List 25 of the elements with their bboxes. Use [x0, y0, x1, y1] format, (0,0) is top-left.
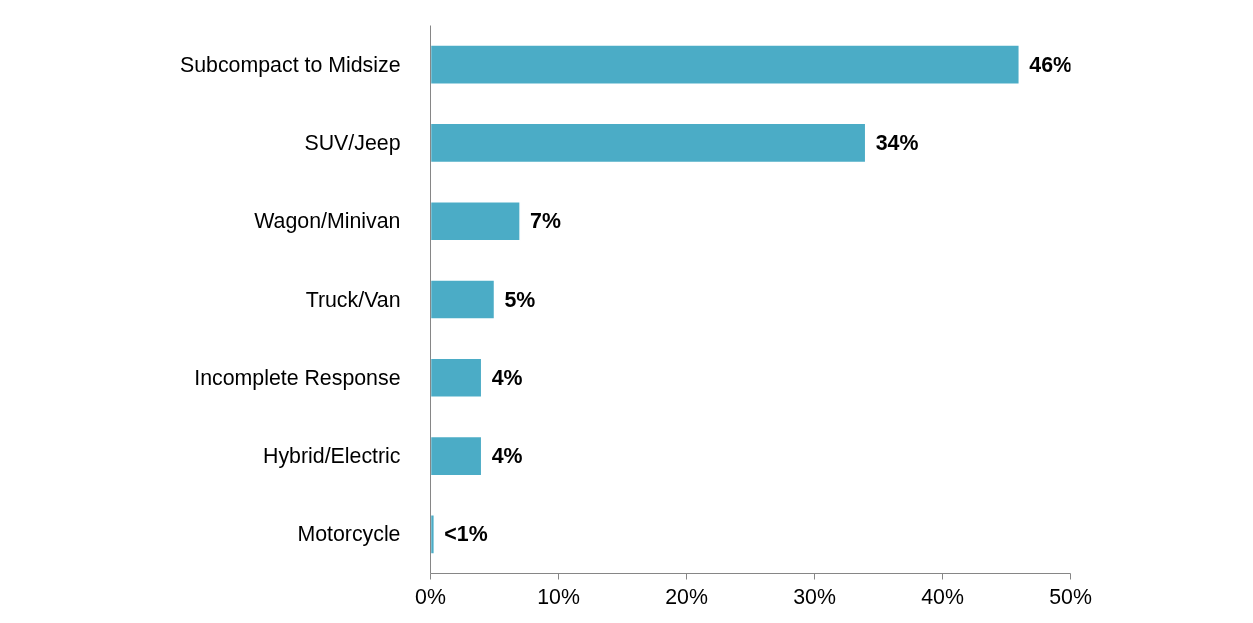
y-tick-label: Truck/Van — [305, 287, 401, 312]
x-tick-label: 20% — [665, 584, 708, 609]
y-tick-label: Wagon/Minivan — [254, 209, 401, 234]
data-label: <1% — [444, 522, 488, 547]
bar — [430, 279, 496, 320]
y-tick-label: Incomplete Response — [194, 365, 401, 390]
bar — [430, 200, 521, 242]
bar — [430, 122, 867, 164]
data-label: 5% — [504, 287, 536, 312]
x-tick-label: 30% — [793, 584, 836, 609]
y-tick-label: Hybrid/Electric — [263, 444, 401, 469]
x-tick-label: 40% — [921, 584, 964, 609]
bar — [430, 435, 483, 477]
y-tick-label: Subcompact to Midsize — [180, 52, 401, 77]
data-label: 7% — [530, 209, 561, 234]
y-tick-label: SUV/Jeep — [304, 130, 401, 155]
y-tick-label: Motorcycle — [297, 522, 401, 547]
bar — [430, 357, 483, 399]
x-tick-label: 50% — [1049, 584, 1092, 609]
x-tick-label: 0% — [415, 584, 446, 609]
data-label: 34% — [875, 130, 919, 155]
data-label: 4% — [491, 444, 523, 469]
data-label: 4% — [491, 365, 523, 390]
x-tick-label: 10% — [537, 584, 580, 609]
bar — [430, 44, 1021, 85]
